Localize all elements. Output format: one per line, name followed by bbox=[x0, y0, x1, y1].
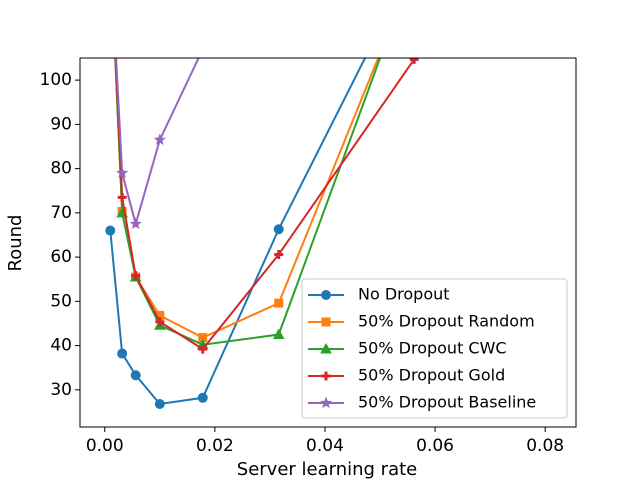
data-point bbox=[130, 370, 141, 381]
data-point bbox=[155, 317, 165, 327]
y-tick-label: 90 bbox=[50, 114, 72, 134]
data-point bbox=[273, 224, 284, 235]
legend-box bbox=[301, 278, 568, 419]
data-point bbox=[105, 225, 116, 236]
y-tick-label: 30 bbox=[50, 380, 72, 400]
data-point bbox=[272, 328, 285, 340]
legend-label: No Dropout bbox=[358, 285, 450, 304]
data-point bbox=[409, 58, 419, 64]
data-point bbox=[131, 271, 141, 281]
legend-label: 50% Dropout Gold bbox=[358, 366, 505, 385]
legend-marker bbox=[321, 371, 331, 381]
data-point bbox=[274, 298, 284, 308]
y-tick-label: 40 bbox=[50, 336, 72, 356]
x-tick-label: 0.08 bbox=[526, 436, 564, 456]
data-point bbox=[117, 192, 127, 202]
legend-marker bbox=[321, 290, 331, 300]
data-point bbox=[197, 392, 208, 403]
data-point bbox=[274, 249, 284, 259]
legend-marker bbox=[319, 396, 333, 409]
data-point bbox=[129, 217, 142, 230]
legend-label: 50% Dropout Baseline bbox=[358, 393, 536, 412]
y-tick-label: 70 bbox=[50, 203, 72, 223]
y-axis-label: Round bbox=[5, 215, 26, 272]
y-tick-label: 50 bbox=[50, 291, 72, 311]
x-tick-label: 0.00 bbox=[86, 436, 124, 456]
x-tick-label: 0.04 bbox=[306, 436, 344, 456]
legend-marker bbox=[320, 342, 332, 354]
y-tick-label: 100 bbox=[40, 70, 72, 90]
plot-area bbox=[105, 58, 419, 409]
legend-marker bbox=[321, 317, 331, 327]
legend-label: 50% Dropout CWC bbox=[358, 339, 507, 358]
y-tick-label: 80 bbox=[50, 159, 72, 179]
x-tick-label: 0.06 bbox=[416, 436, 454, 456]
y-tick-label: 60 bbox=[50, 247, 72, 267]
plot-frame bbox=[79, 57, 577, 428]
x-axis-label: Server learning rate bbox=[237, 459, 417, 480]
data-point bbox=[198, 344, 208, 354]
data-point bbox=[116, 166, 129, 179]
data-point bbox=[117, 348, 128, 359]
data-point bbox=[153, 133, 166, 145]
legend-label: 50% Dropout Random bbox=[358, 312, 535, 331]
data-point bbox=[154, 398, 165, 409]
x-tick-label: 0.02 bbox=[196, 436, 234, 456]
